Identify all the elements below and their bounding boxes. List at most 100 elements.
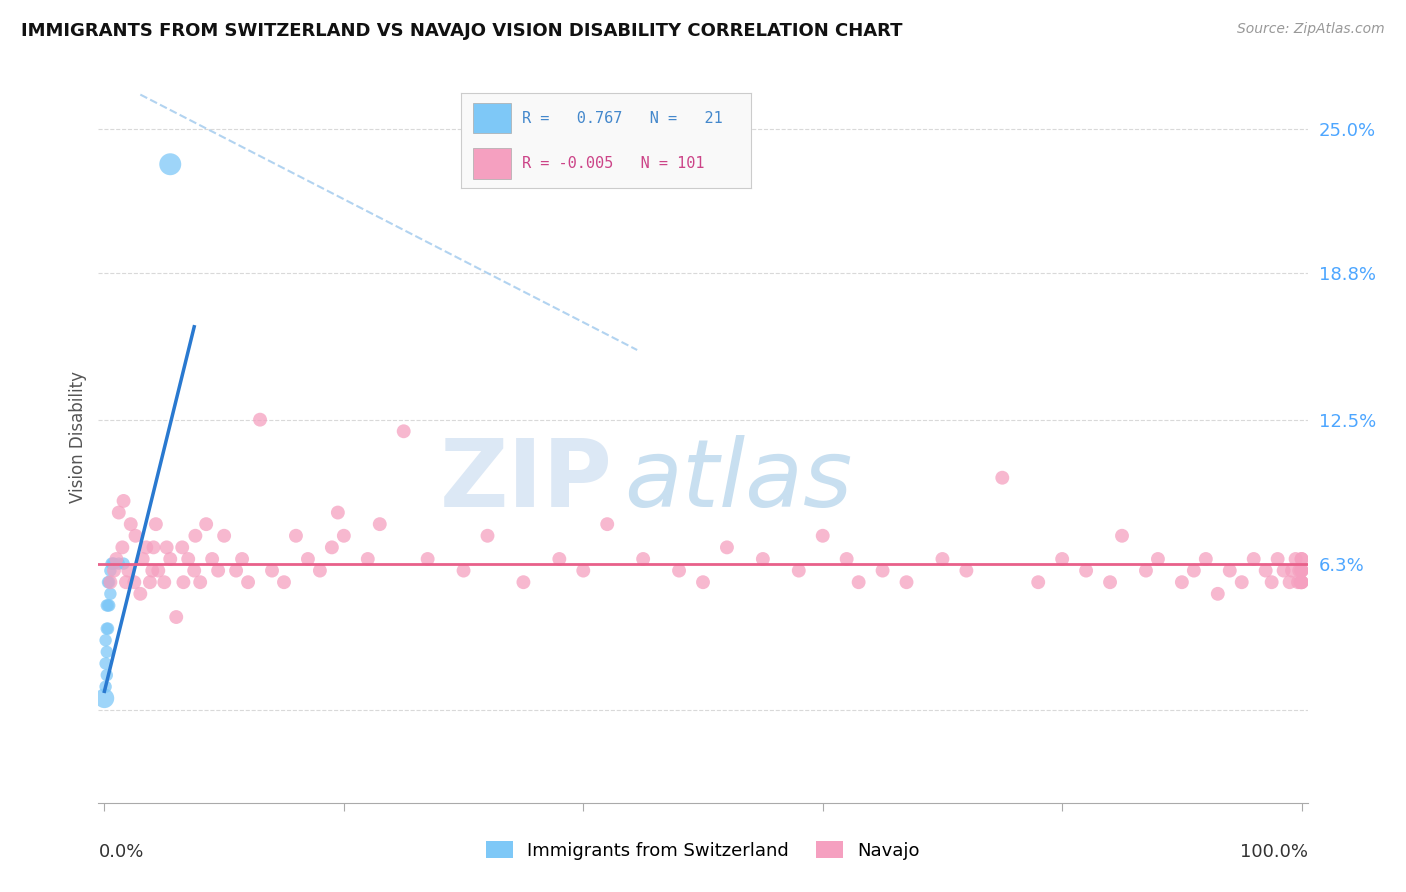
Point <box>156 541 179 555</box>
Point <box>716 541 738 555</box>
Text: Source: ZipAtlas.com: Source: ZipAtlas.com <box>1237 22 1385 37</box>
Point <box>631 552 654 566</box>
Point <box>1291 575 1313 590</box>
Point <box>991 471 1014 485</box>
Point <box>1289 575 1312 590</box>
Point <box>100 564 122 578</box>
Point <box>184 529 207 543</box>
Point <box>165 610 187 624</box>
Point <box>1099 575 1122 590</box>
Y-axis label: Vision Disability: Vision Disability <box>69 371 87 503</box>
Text: 0.0%: 0.0% <box>98 843 143 861</box>
Point <box>309 564 332 578</box>
Point <box>225 564 247 578</box>
Point <box>142 541 165 555</box>
Point <box>1171 575 1194 590</box>
Point <box>512 575 534 590</box>
Point <box>231 552 253 566</box>
Point <box>207 564 229 578</box>
Point <box>172 575 194 590</box>
Point <box>1291 564 1313 578</box>
Point <box>172 541 194 555</box>
Point <box>120 517 142 532</box>
Point <box>1278 575 1301 590</box>
Point <box>100 587 122 601</box>
Point <box>1135 564 1157 578</box>
Point <box>183 564 205 578</box>
Point <box>236 575 259 590</box>
Point <box>97 575 120 590</box>
Point <box>129 587 152 601</box>
Point <box>297 552 319 566</box>
Point <box>107 506 129 520</box>
Point <box>1050 552 1073 566</box>
Point <box>103 564 125 578</box>
Point <box>321 541 343 555</box>
Point <box>692 575 714 590</box>
Point <box>94 657 117 671</box>
Point <box>212 529 235 543</box>
Point <box>1026 575 1049 590</box>
Point <box>333 529 356 543</box>
Point <box>101 557 124 571</box>
Point <box>955 564 977 578</box>
Point <box>453 564 475 578</box>
Point <box>132 552 155 566</box>
Point <box>153 575 176 590</box>
Point <box>752 552 775 566</box>
Point <box>326 506 349 520</box>
Point <box>668 564 690 578</box>
Point <box>392 424 415 438</box>
Point <box>1267 552 1289 566</box>
Point <box>1291 564 1313 578</box>
Point <box>94 633 117 648</box>
Point <box>97 622 120 636</box>
Point <box>148 564 170 578</box>
Point <box>107 557 129 571</box>
Point <box>111 541 134 555</box>
Point <box>416 552 439 566</box>
Point <box>96 599 118 613</box>
Point <box>94 680 117 694</box>
Point <box>596 517 619 532</box>
Point <box>1281 564 1303 578</box>
Point <box>100 557 122 571</box>
Point <box>97 599 120 613</box>
Point <box>1284 552 1306 566</box>
Point <box>177 552 200 566</box>
Point <box>249 412 271 426</box>
Point <box>105 552 128 566</box>
Point <box>195 517 218 532</box>
Point <box>1288 564 1310 578</box>
Point <box>1272 564 1295 578</box>
Point <box>1291 564 1313 578</box>
Point <box>1206 587 1229 601</box>
Point <box>477 529 499 543</box>
Point <box>872 564 894 578</box>
Point <box>1195 552 1218 566</box>
Point <box>273 575 295 590</box>
Point <box>1260 575 1282 590</box>
Point <box>787 564 810 578</box>
Point <box>1291 575 1313 590</box>
Point <box>811 529 834 543</box>
Point <box>159 157 181 171</box>
Point <box>159 552 181 566</box>
Text: atlas: atlas <box>624 435 852 526</box>
Point <box>260 564 283 578</box>
Point <box>1230 575 1253 590</box>
Point <box>112 557 135 571</box>
Point <box>139 575 162 590</box>
Point <box>1219 564 1241 578</box>
Point <box>201 552 224 566</box>
Point <box>1074 564 1097 578</box>
Point <box>572 564 595 578</box>
Point <box>124 575 146 590</box>
Point <box>1286 575 1309 590</box>
Point <box>835 552 858 566</box>
Point <box>357 552 380 566</box>
Point <box>1182 564 1205 578</box>
Point <box>98 599 121 613</box>
Point <box>135 541 157 555</box>
Point <box>93 691 115 706</box>
